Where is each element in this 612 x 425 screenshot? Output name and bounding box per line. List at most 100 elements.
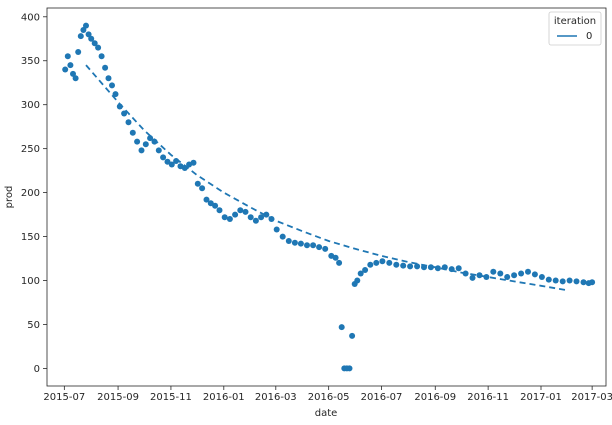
data-point — [400, 262, 407, 269]
data-point — [559, 278, 566, 285]
data-point — [455, 265, 462, 272]
plot-frame — [46, 7, 607, 387]
data-point — [190, 159, 197, 166]
y-tick-label: 0 — [34, 364, 40, 375]
data-point — [173, 158, 180, 164]
x-tick-label: 2016-11 — [467, 392, 509, 403]
point-series — [62, 22, 596, 372]
data-point — [129, 129, 136, 136]
data-point — [142, 141, 149, 148]
data-point — [194, 180, 201, 187]
legend: iteration 0 — [548, 11, 602, 46]
data-point — [72, 75, 79, 82]
data-point — [427, 264, 434, 271]
data-point — [64, 53, 71, 60]
data-point — [263, 211, 270, 218]
y-tick-label: 350 — [21, 56, 40, 67]
x-tick-label: 2017-03 — [571, 392, 612, 403]
data-point — [221, 214, 228, 221]
data-point — [338, 324, 345, 331]
data-point — [155, 147, 162, 154]
data-point — [62, 66, 69, 73]
x-axis-label: date — [315, 408, 338, 419]
data-point — [273, 226, 280, 233]
data-point — [349, 332, 356, 339]
data-point — [70, 70, 76, 77]
data-point — [580, 279, 587, 286]
data-point — [134, 138, 141, 145]
data-point — [83, 22, 89, 29]
data-point — [362, 267, 369, 273]
x-tick-label: 2015-07 — [43, 392, 85, 403]
data-point — [121, 110, 128, 117]
data-point — [95, 44, 102, 51]
y-tick-label: 100 — [21, 276, 40, 287]
data-point — [168, 161, 175, 168]
data-point — [252, 217, 259, 224]
data-point — [476, 272, 483, 279]
legend-title: iteration — [554, 16, 596, 27]
data-point — [147, 135, 154, 142]
data-point — [379, 258, 386, 265]
data-point — [310, 242, 317, 249]
data-point — [242, 208, 249, 215]
data-point — [291, 239, 298, 246]
y-axis: 0 50 100 150 200 250 300 350 400 — [21, 12, 47, 375]
data-point — [462, 270, 469, 277]
data-point — [232, 211, 239, 218]
data-point — [85, 31, 92, 38]
data-point — [160, 154, 167, 161]
data-point — [226, 216, 233, 222]
data-point — [357, 270, 364, 277]
data-point — [116, 103, 123, 110]
data-point — [511, 272, 518, 279]
data-point — [322, 245, 329, 252]
data-point — [545, 276, 552, 283]
data-point — [469, 274, 476, 281]
legend-entry-label: 0 — [586, 31, 592, 42]
data-point — [336, 259, 343, 266]
data-point — [203, 196, 210, 203]
data-point — [441, 264, 448, 271]
data-point — [125, 119, 132, 126]
data-point — [407, 263, 414, 270]
data-point — [279, 233, 286, 240]
data-point — [216, 207, 223, 214]
data-point — [552, 277, 559, 284]
data-point — [304, 242, 310, 249]
data-point — [573, 278, 580, 285]
x-tick-label: 2016-01 — [203, 392, 245, 403]
data-point — [207, 200, 214, 207]
data-point — [102, 64, 109, 71]
x-tick-label: 2016-09 — [414, 392, 456, 403]
data-point — [346, 365, 353, 372]
x-tick-label: 2017-01 — [520, 392, 562, 403]
data-point — [483, 274, 490, 280]
data-point — [268, 216, 275, 222]
y-axis-label: prod — [4, 186, 15, 209]
data-point — [297, 240, 304, 247]
fit-series — [85, 64, 568, 292]
data-point — [566, 277, 573, 284]
data-point — [504, 274, 511, 280]
data-point — [112, 91, 119, 98]
data-point — [77, 33, 84, 40]
y-tick-label: 200 — [21, 188, 40, 199]
data-point — [332, 254, 339, 261]
y-tick-label: 300 — [21, 100, 40, 111]
data-point — [518, 270, 525, 277]
data-point — [98, 53, 105, 60]
x-axis: 2015-07 2015-09 2015-11 2016-01 2016-03 2016-… — [43, 386, 612, 403]
data-point — [105, 75, 112, 82]
data-point — [285, 238, 292, 244]
data-point — [589, 279, 596, 286]
y-tick-label: 250 — [21, 144, 40, 155]
data-point — [434, 265, 441, 272]
data-point — [490, 268, 497, 275]
x-tick-label: 2016-07 — [361, 392, 403, 403]
data-point — [237, 207, 244, 214]
data-point — [316, 244, 323, 251]
data-point — [367, 261, 374, 268]
data-point — [181, 165, 188, 171]
x-tick-label: 2015-09 — [97, 392, 139, 403]
